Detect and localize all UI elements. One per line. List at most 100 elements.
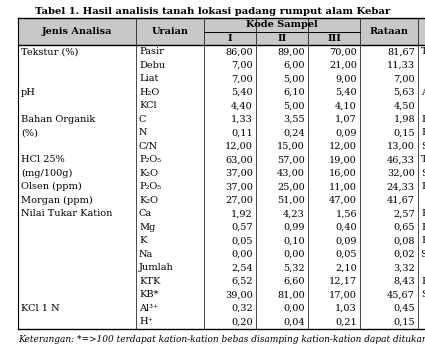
Text: 0,09: 0,09	[335, 128, 357, 137]
Text: Jenis Analisa: Jenis Analisa	[42, 27, 112, 36]
Text: Tinggi: Tinggi	[421, 47, 425, 56]
Bar	[18, 18, 136, 45]
Text: 6,10: 6,10	[283, 88, 305, 97]
Text: 0,40: 0,40	[335, 223, 357, 232]
Text: 6,60: 6,60	[283, 277, 305, 286]
Text: Debu: Debu	[139, 61, 165, 70]
Text: N: N	[139, 128, 147, 137]
Text: Sedang: Sedang	[421, 169, 425, 178]
Text: 0,10: 0,10	[283, 236, 305, 245]
Text: 5,32: 5,32	[283, 263, 305, 272]
Text: Morgan (ppm): Morgan (ppm)	[21, 196, 93, 205]
Text: 32,00: 32,00	[387, 169, 415, 178]
Text: 16,00: 16,00	[329, 169, 357, 178]
Text: 5,00: 5,00	[283, 101, 305, 110]
Text: 13,00: 13,00	[387, 142, 415, 151]
Text: H₂O: H₂O	[139, 88, 159, 97]
Text: 21,00: 21,00	[329, 61, 357, 70]
Bar	[308, 18, 360, 45]
Text: 7,00: 7,00	[231, 74, 253, 83]
Text: Rendah: Rendah	[421, 236, 425, 245]
Text: 47,00: 47,00	[329, 196, 357, 205]
Text: 81,67: 81,67	[387, 47, 415, 56]
Text: pH: pH	[21, 88, 36, 97]
Text: 1,33: 1,33	[231, 115, 253, 124]
Text: 4,10: 4,10	[335, 101, 357, 110]
Text: Kode Sampel: Kode Sampel	[246, 20, 318, 29]
Bar	[204, 18, 256, 45]
Text: Rendah: Rendah	[421, 223, 425, 232]
Text: 51,00: 51,00	[277, 196, 305, 205]
Bar	[360, 18, 418, 45]
Text: KCl 1 N: KCl 1 N	[21, 304, 60, 313]
Text: C: C	[139, 115, 146, 124]
Text: 6,52: 6,52	[231, 277, 253, 286]
Text: Rendah: Rendah	[421, 277, 425, 286]
Text: 11,33: 11,33	[387, 61, 415, 70]
Text: K₂O: K₂O	[139, 196, 158, 205]
Text: 0,99: 0,99	[283, 223, 305, 232]
Text: 1,56: 1,56	[335, 209, 357, 218]
Text: 1,92: 1,92	[231, 209, 253, 218]
Text: 0,32: 0,32	[231, 304, 253, 313]
Text: (mg/100g): (mg/100g)	[21, 169, 72, 178]
Text: Uraian: Uraian	[151, 27, 189, 36]
Text: 5,63: 5,63	[394, 88, 415, 97]
Text: KB*: KB*	[139, 290, 159, 299]
Text: 25,00: 25,00	[277, 182, 305, 191]
Text: 0,08: 0,08	[394, 236, 415, 245]
Text: 9,00: 9,00	[335, 74, 357, 83]
Text: HCl 25%: HCl 25%	[21, 155, 65, 164]
Text: KCl: KCl	[139, 101, 157, 110]
Text: 37,00: 37,00	[225, 182, 253, 191]
Text: 27,00: 27,00	[225, 196, 253, 205]
Text: 0,02: 0,02	[394, 250, 415, 259]
Text: 5,40: 5,40	[231, 88, 253, 97]
Text: 1,03: 1,03	[335, 304, 357, 313]
Text: 0,65: 0,65	[394, 223, 415, 232]
Text: 3,32: 3,32	[393, 263, 415, 272]
Text: Rendah: Rendah	[421, 128, 425, 137]
Text: 12,00: 12,00	[329, 142, 357, 151]
Text: 5,00: 5,00	[283, 74, 305, 83]
Text: Rendah: Rendah	[421, 115, 425, 124]
Text: 57,00: 57,00	[277, 155, 305, 164]
Text: 46,33: 46,33	[387, 155, 415, 164]
Text: 0,04: 0,04	[283, 317, 305, 326]
Text: Keterangan: *=>100 terdapat kation-kation bebas disamping kation-kation dapat di: Keterangan: *=>100 terdapat kation-katio…	[18, 336, 425, 344]
Text: 1,07: 1,07	[335, 115, 357, 124]
Text: 7,00: 7,00	[394, 74, 415, 83]
Text: 0,21: 0,21	[335, 317, 357, 326]
Text: 0,57: 0,57	[231, 223, 253, 232]
Text: Nilai Tukar Kation: Nilai Tukar Kation	[21, 209, 112, 218]
Text: 70,00: 70,00	[329, 47, 357, 56]
Text: 6,00: 6,00	[283, 61, 305, 70]
Text: 0,05: 0,05	[335, 250, 357, 259]
Text: 2,54: 2,54	[231, 263, 253, 272]
Bar	[418, 18, 425, 45]
Text: Tinggi: Tinggi	[421, 155, 425, 164]
Text: 17,00: 17,00	[329, 290, 357, 299]
Text: 0,15: 0,15	[394, 317, 415, 326]
Text: K₂O: K₂O	[139, 169, 158, 178]
Text: I: I	[228, 34, 232, 43]
Text: 8,43: 8,43	[393, 277, 415, 286]
Text: (%): (%)	[21, 128, 38, 137]
Bar	[256, 18, 308, 45]
Text: Sangat rendah: Sangat rendah	[421, 250, 425, 259]
Text: 81,00: 81,00	[277, 290, 305, 299]
Text: 0,15: 0,15	[394, 128, 415, 137]
Text: 86,00: 86,00	[225, 47, 253, 56]
Text: 5,40: 5,40	[335, 88, 357, 97]
Text: Sedang: Sedang	[421, 142, 425, 151]
Text: 45,67: 45,67	[387, 290, 415, 299]
Text: Olsen (ppm): Olsen (ppm)	[21, 182, 82, 191]
Text: Tabel 1. Hasil analisis tanah lokasi padang rumput alam Kebar: Tabel 1. Hasil analisis tanah lokasi pad…	[35, 7, 390, 16]
Text: 24,33: 24,33	[387, 182, 415, 191]
Text: 11,00: 11,00	[329, 182, 357, 191]
Text: C/N: C/N	[139, 142, 158, 151]
Text: 0,00: 0,00	[283, 250, 305, 259]
Text: 4,50: 4,50	[394, 101, 415, 110]
Text: 39,00: 39,00	[225, 290, 253, 299]
Text: 4,40: 4,40	[231, 101, 253, 110]
